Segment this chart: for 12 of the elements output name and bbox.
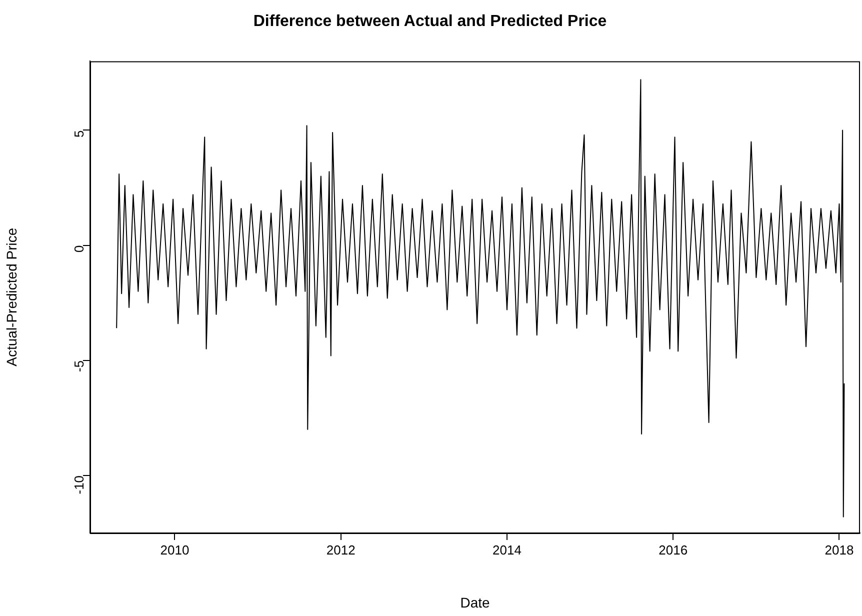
x-tick-label: 2018 — [824, 542, 854, 558]
y-axis-title: Actual-Predicted Price — [3, 228, 20, 366]
x-tick-label: 2010 — [160, 542, 190, 558]
chart-title: Difference between Actual and Predicted Price — [253, 13, 607, 30]
x-tick-label: 2012 — [326, 542, 356, 558]
x-tick-label: 2016 — [658, 542, 688, 558]
y-tick-label: 5 — [72, 130, 87, 138]
x-axis-title: Date — [460, 594, 490, 610]
y-tick-label: -10 — [72, 475, 87, 494]
y-tick-label: -5 — [72, 360, 87, 372]
y-tick-label: 0 — [72, 245, 87, 253]
x-tick-label: 2014 — [492, 542, 522, 558]
